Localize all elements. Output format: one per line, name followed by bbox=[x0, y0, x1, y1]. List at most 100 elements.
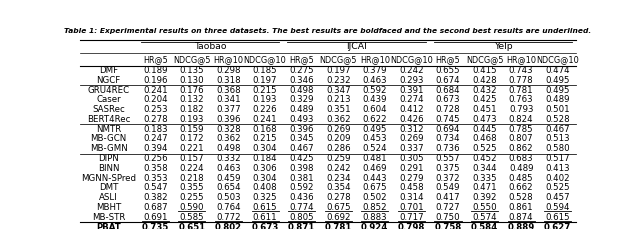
Text: 0.498: 0.498 bbox=[216, 144, 241, 153]
Text: ASLI: ASLI bbox=[99, 193, 118, 202]
Text: 0.291: 0.291 bbox=[399, 164, 424, 173]
Text: 0.528: 0.528 bbox=[545, 115, 570, 124]
Text: 0.453: 0.453 bbox=[362, 134, 387, 143]
Text: NDCG@10: NDCG@10 bbox=[536, 55, 579, 64]
Text: 0.306: 0.306 bbox=[253, 164, 277, 173]
Text: 0.758: 0.758 bbox=[435, 223, 461, 229]
Text: 0.584: 0.584 bbox=[471, 223, 498, 229]
Text: 0.655: 0.655 bbox=[436, 66, 460, 75]
Text: 0.503: 0.503 bbox=[216, 193, 241, 202]
Text: 0.701: 0.701 bbox=[399, 203, 424, 212]
Text: 0.183: 0.183 bbox=[143, 125, 168, 134]
Text: 0.351: 0.351 bbox=[326, 105, 351, 114]
Text: 0.247: 0.247 bbox=[143, 134, 168, 143]
Text: 0.469: 0.469 bbox=[362, 164, 387, 173]
Text: 0.269: 0.269 bbox=[326, 125, 351, 134]
Text: 0.358: 0.358 bbox=[143, 164, 168, 173]
Text: HR@10: HR@10 bbox=[214, 55, 243, 64]
Text: MGNN-SPred: MGNN-SPred bbox=[81, 174, 136, 183]
Text: 0.525: 0.525 bbox=[545, 183, 570, 192]
Text: GRU4REC: GRU4REC bbox=[88, 86, 129, 95]
Text: 0.684: 0.684 bbox=[436, 86, 460, 95]
Text: 0.574: 0.574 bbox=[472, 213, 497, 222]
Text: 0.824: 0.824 bbox=[509, 115, 534, 124]
Text: 0.485: 0.485 bbox=[509, 174, 534, 183]
Text: 0.805: 0.805 bbox=[289, 213, 314, 222]
Text: 0.298: 0.298 bbox=[216, 66, 241, 75]
Text: NDCG@5: NDCG@5 bbox=[466, 55, 503, 64]
Text: 0.549: 0.549 bbox=[436, 183, 460, 192]
Text: 0.304: 0.304 bbox=[253, 174, 277, 183]
Text: 0.807: 0.807 bbox=[509, 134, 534, 143]
Text: 0.528: 0.528 bbox=[509, 193, 534, 202]
Text: 0.337: 0.337 bbox=[399, 144, 424, 153]
Text: 0.408: 0.408 bbox=[253, 183, 277, 192]
Text: 0.622: 0.622 bbox=[362, 115, 387, 124]
Text: 0.275: 0.275 bbox=[289, 66, 314, 75]
Text: 0.379: 0.379 bbox=[362, 66, 387, 75]
Text: 0.168: 0.168 bbox=[253, 125, 277, 134]
Text: 0.862: 0.862 bbox=[509, 144, 534, 153]
Text: 0.278: 0.278 bbox=[326, 193, 351, 202]
Text: 0.269: 0.269 bbox=[399, 134, 424, 143]
Text: 0.675: 0.675 bbox=[362, 183, 387, 192]
Text: 0.412: 0.412 bbox=[399, 105, 424, 114]
Text: 0.557: 0.557 bbox=[436, 154, 460, 163]
Text: 0.513: 0.513 bbox=[545, 134, 570, 143]
Text: 0.675: 0.675 bbox=[326, 203, 351, 212]
Text: 0.159: 0.159 bbox=[180, 125, 204, 134]
Text: 0.627: 0.627 bbox=[544, 223, 572, 229]
Text: 0.471: 0.471 bbox=[472, 183, 497, 192]
Text: 0.594: 0.594 bbox=[545, 203, 570, 212]
Text: 0.580: 0.580 bbox=[545, 144, 570, 153]
Text: 0.402: 0.402 bbox=[545, 174, 570, 183]
Text: 0.687: 0.687 bbox=[143, 203, 168, 212]
Text: 0.417: 0.417 bbox=[436, 193, 460, 202]
Text: HR@10: HR@10 bbox=[360, 55, 390, 64]
Text: 0.232: 0.232 bbox=[326, 76, 351, 85]
Text: 0.132: 0.132 bbox=[180, 95, 204, 104]
Text: 0.474: 0.474 bbox=[545, 66, 570, 75]
Text: NGCF: NGCF bbox=[97, 76, 121, 85]
Text: 0.585: 0.585 bbox=[180, 213, 204, 222]
Text: SASRec: SASRec bbox=[92, 105, 125, 114]
Text: 0.615: 0.615 bbox=[545, 213, 570, 222]
Text: 0.347: 0.347 bbox=[326, 86, 351, 95]
Text: 0.354: 0.354 bbox=[326, 183, 351, 192]
Text: 0.871: 0.871 bbox=[288, 223, 316, 229]
Text: 0.611: 0.611 bbox=[253, 213, 277, 222]
Text: 0.489: 0.489 bbox=[545, 95, 570, 104]
Text: 0.221: 0.221 bbox=[180, 144, 204, 153]
Text: 0.332: 0.332 bbox=[216, 154, 241, 163]
Text: 0.193: 0.193 bbox=[180, 115, 204, 124]
Text: 0.451: 0.451 bbox=[472, 105, 497, 114]
Text: 0.362: 0.362 bbox=[216, 134, 241, 143]
Text: 0.550: 0.550 bbox=[472, 203, 497, 212]
Text: 0.185: 0.185 bbox=[253, 66, 277, 75]
Text: HR@5: HR@5 bbox=[289, 55, 314, 64]
Text: 0.785: 0.785 bbox=[509, 125, 534, 134]
Text: BERT4Rec: BERT4Rec bbox=[87, 115, 130, 124]
Text: 0.781: 0.781 bbox=[324, 223, 352, 229]
Text: 0.734: 0.734 bbox=[436, 134, 460, 143]
Text: 0.396: 0.396 bbox=[289, 125, 314, 134]
Text: 0.335: 0.335 bbox=[472, 174, 497, 183]
Text: DMF: DMF bbox=[99, 66, 118, 75]
Text: 0.495: 0.495 bbox=[362, 125, 387, 134]
Text: 0.135: 0.135 bbox=[180, 66, 204, 75]
Text: NDCG@5: NDCG@5 bbox=[319, 55, 357, 64]
Text: 0.467: 0.467 bbox=[289, 144, 314, 153]
Text: DMT: DMT bbox=[99, 183, 118, 192]
Text: 0.328: 0.328 bbox=[216, 125, 241, 134]
Text: 0.224: 0.224 bbox=[180, 164, 204, 173]
Text: 0.489: 0.489 bbox=[509, 164, 533, 173]
Text: 0.377: 0.377 bbox=[216, 105, 241, 114]
Text: 0.353: 0.353 bbox=[143, 174, 168, 183]
Text: 0.314: 0.314 bbox=[399, 193, 424, 202]
Text: 0.772: 0.772 bbox=[216, 213, 241, 222]
Text: 0.874: 0.874 bbox=[509, 213, 534, 222]
Text: 0.413: 0.413 bbox=[545, 164, 570, 173]
Text: 0.445: 0.445 bbox=[472, 125, 497, 134]
Text: 0.172: 0.172 bbox=[180, 134, 204, 143]
Text: DIPN: DIPN bbox=[98, 154, 119, 163]
